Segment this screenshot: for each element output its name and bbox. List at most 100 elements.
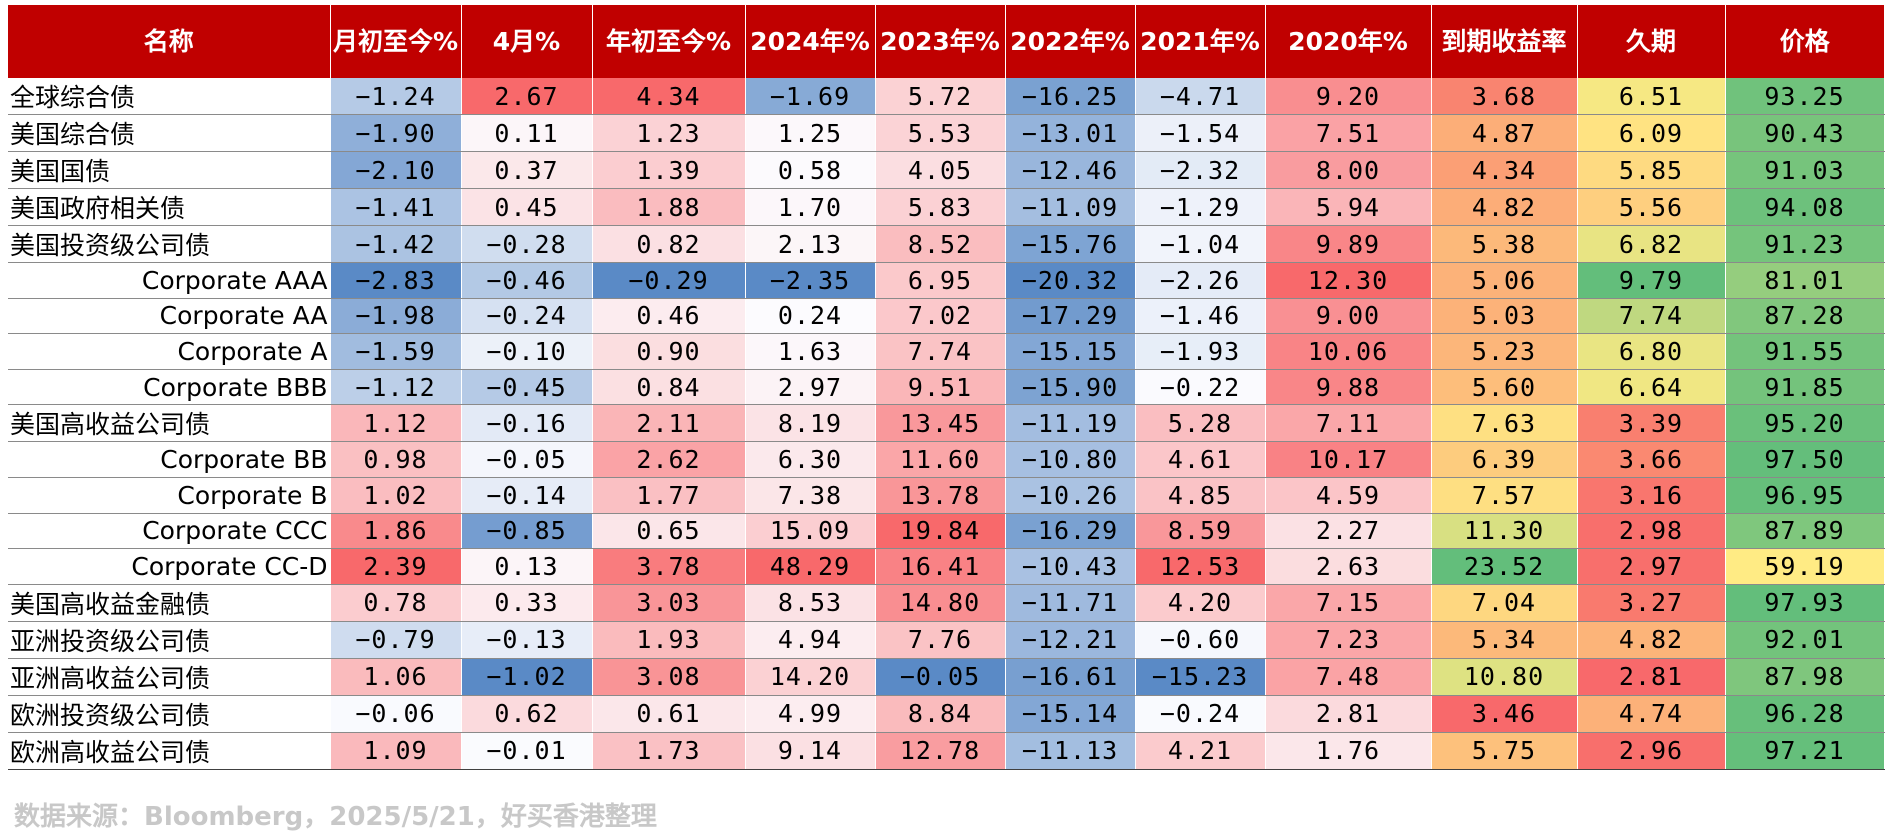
value-cell: −0.10	[461, 333, 593, 370]
value-cell: 0.46	[592, 298, 746, 335]
column-header: 到期收益率	[1431, 5, 1578, 78]
row-name-cell: Corporate AAA	[8, 262, 331, 299]
row-name-cell: 全球综合债	[8, 78, 331, 115]
value-cell: 1.77	[592, 477, 746, 514]
value-cell: 10.17	[1265, 441, 1432, 478]
value-cell: 5.75	[1431, 732, 1578, 770]
value-cell: 12.53	[1135, 548, 1266, 585]
value-cell: 6.51	[1577, 78, 1726, 115]
value-cell: −2.35	[745, 262, 876, 299]
value-cell: 7.23	[1265, 621, 1432, 659]
value-cell: 97.21	[1725, 732, 1885, 770]
value-cell: 87.98	[1725, 658, 1885, 696]
value-cell: 6.39	[1431, 441, 1578, 478]
row-name-cell: 亚洲投资级公司债	[8, 621, 331, 659]
value-cell: 5.60	[1431, 369, 1578, 406]
value-cell: 9.14	[745, 732, 876, 770]
row-name-cell: 欧洲投资级公司债	[8, 695, 331, 733]
value-cell: −11.19	[1005, 404, 1136, 443]
value-cell: 5.06	[1431, 262, 1578, 299]
value-cell: −0.28	[461, 225, 593, 263]
table-row: Corporate BBB −1.12 −0.45 0.84 2.97 9.51 −15.9…	[8, 369, 1885, 406]
value-cell: 3.78	[592, 548, 746, 585]
value-cell: 6.30	[745, 441, 876, 478]
column-header-name: 名称	[8, 5, 331, 78]
value-cell: −1.24	[330, 78, 462, 115]
row-name-cell: Corporate BBB	[8, 369, 331, 406]
row-name-cell: Corporate BB	[8, 441, 331, 478]
value-cell: 1.86	[330, 513, 462, 550]
value-cell: 2.97	[1577, 548, 1726, 585]
value-cell: −10.80	[1005, 441, 1136, 478]
header-row: 名称 月初至今% 4月% 年初至今% 2024年% 2023年% 2022年% 2021年% 2…	[8, 5, 1884, 78]
value-cell: 96.28	[1725, 695, 1885, 733]
value-cell: 7.51	[1265, 114, 1432, 152]
value-cell: 13.78	[875, 477, 1006, 514]
value-cell: 5.94	[1265, 188, 1432, 226]
value-cell: −2.32	[1135, 151, 1266, 189]
value-cell: 1.63	[745, 333, 876, 370]
row-name-cell: 美国综合债	[8, 114, 331, 152]
value-cell: −12.46	[1005, 151, 1136, 189]
value-cell: 3.16	[1577, 477, 1726, 514]
table-row: 美国高收益金融债 0.78 0.33 3.03 8.53 14.80 −11.71 4.20 7…	[8, 584, 1885, 622]
value-cell: 59.19	[1725, 548, 1885, 585]
value-cell: −1.42	[330, 225, 462, 263]
value-cell: 4.99	[745, 695, 876, 733]
value-cell: 1.25	[745, 114, 876, 152]
column-header: 2020年%	[1265, 5, 1432, 78]
value-cell: 9.89	[1265, 225, 1432, 263]
value-cell: 87.89	[1725, 513, 1885, 550]
table-row: 美国高收益公司债 1.12 −0.16 2.11 8.19 13.45 −11.19 5.28…	[8, 404, 1885, 443]
value-cell: 5.72	[875, 78, 1006, 115]
value-cell: 7.15	[1265, 584, 1432, 622]
value-cell: 3.66	[1577, 441, 1726, 478]
value-cell: 13.45	[875, 404, 1006, 443]
value-cell: 1.09	[330, 732, 462, 770]
value-cell: −12.21	[1005, 621, 1136, 659]
column-header: 久期	[1577, 5, 1726, 78]
value-cell: 0.61	[592, 695, 746, 733]
value-cell: 2.39	[330, 548, 462, 585]
value-cell: 48.29	[745, 548, 876, 585]
value-cell: 4.94	[745, 621, 876, 659]
bond-index-returns-table: 名称 月初至今% 4月% 年初至今% 2024年% 2023年% 2022年% 2021年% 2…	[8, 5, 1885, 770]
value-cell: −1.54	[1135, 114, 1266, 152]
value-cell: −4.71	[1135, 78, 1266, 115]
value-cell: −1.93	[1135, 333, 1266, 370]
table-row: Corporate A −1.59 −0.10 0.90 1.63 7.74 −15.15−…	[8, 333, 1885, 370]
value-cell: −15.76	[1005, 225, 1136, 263]
value-cell: −11.09	[1005, 188, 1136, 226]
value-cell: 19.84	[875, 513, 1006, 550]
value-cell: −0.14	[461, 477, 593, 514]
value-cell: 2.81	[1265, 695, 1432, 733]
value-cell: 9.51	[875, 369, 1006, 406]
value-cell: 7.48	[1265, 658, 1432, 696]
value-cell: 10.06	[1265, 333, 1432, 370]
value-cell: −1.41	[330, 188, 462, 226]
value-cell: 91.03	[1725, 151, 1885, 189]
value-cell: −2.26	[1135, 262, 1266, 299]
value-cell: 87.28	[1725, 298, 1885, 335]
value-cell: 6.82	[1577, 225, 1726, 263]
table-row: 欧洲高收益公司债 1.09 −0.01 1.73 9.14 12.78 −11.13 4.21…	[8, 732, 1885, 770]
value-cell: 9.79	[1577, 262, 1726, 299]
row-name-cell: 美国高收益公司债	[8, 404, 331, 443]
value-cell: −1.02	[461, 658, 593, 696]
value-cell: 7.74	[1577, 298, 1726, 335]
value-cell: −0.79	[330, 621, 462, 659]
value-cell: −15.23	[1135, 658, 1266, 696]
row-name-cell: Corporate CCC	[8, 513, 331, 550]
value-cell: 4.85	[1135, 477, 1266, 514]
column-header: 2022年%	[1005, 5, 1136, 78]
row-name-cell: 亚洲高收益公司债	[8, 658, 331, 696]
value-cell: 0.78	[330, 584, 462, 622]
value-cell: −1.29	[1135, 188, 1266, 226]
value-cell: 2.98	[1577, 513, 1726, 550]
value-cell: 8.52	[875, 225, 1006, 263]
value-cell: −15.14	[1005, 695, 1136, 733]
value-cell: 4.82	[1577, 621, 1726, 659]
table-row: 亚洲高收益公司债 1.06 −1.02 3.08 14.20 −0.05 −16.61 −15…	[8, 658, 1885, 696]
column-header: 2021年%	[1135, 5, 1266, 78]
value-cell: 0.82	[592, 225, 746, 263]
